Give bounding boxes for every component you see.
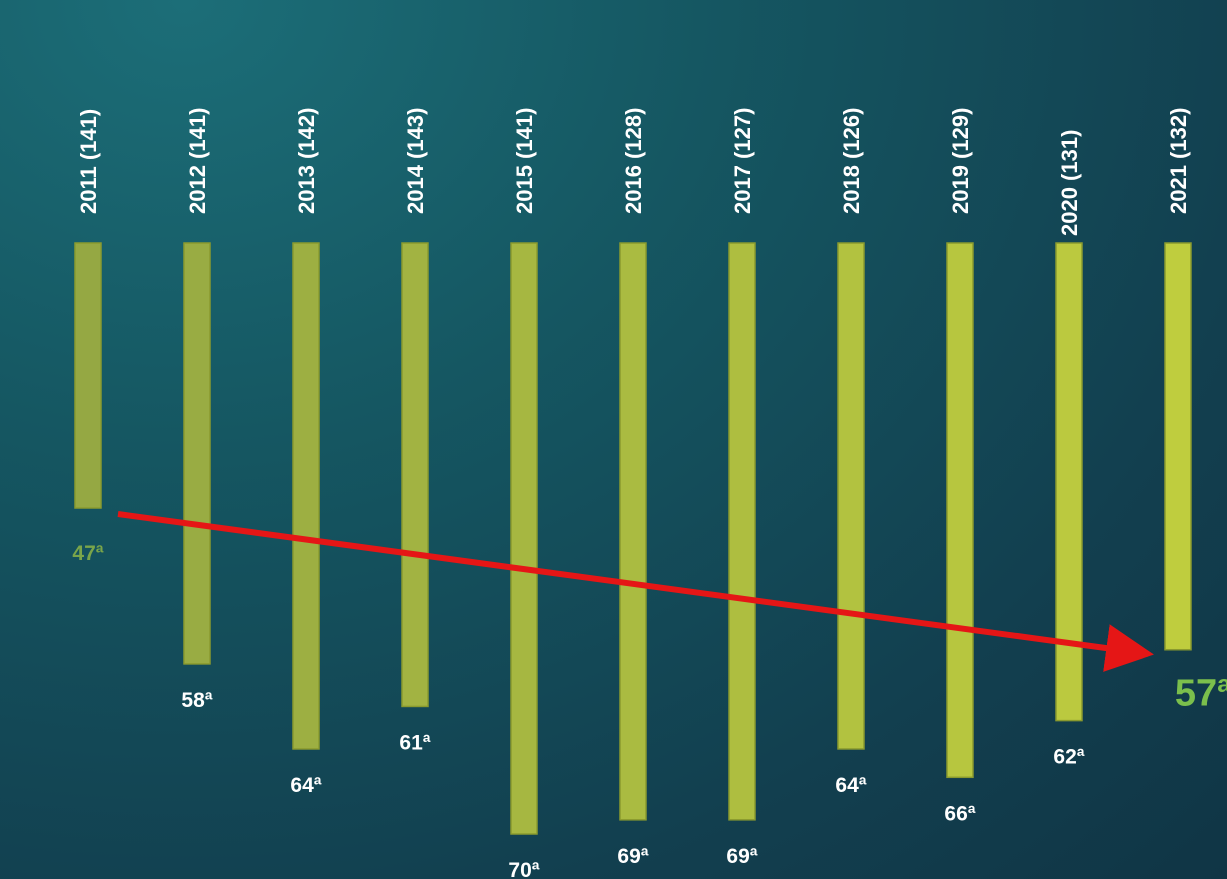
bar-2020 <box>1055 242 1083 722</box>
category-label: 2013 (142) <box>294 108 319 214</box>
value-label: 47ª <box>72 542 103 565</box>
trend-arrow <box>117 511 1154 672</box>
value-label: 62ª <box>1053 746 1084 769</box>
category-label: 2014 (143) <box>403 108 428 214</box>
category-label: 2017 (127) <box>730 108 755 214</box>
category-label: 2021 (132) <box>1166 108 1191 214</box>
bar-2018 <box>837 242 865 750</box>
bar-2016 <box>619 242 647 821</box>
bar-2013 <box>292 242 320 750</box>
bars-layer <box>74 242 1192 835</box>
value-label: 57ª <box>1175 673 1227 715</box>
value-label: 58ª <box>181 689 212 712</box>
value-label: 69ª <box>726 845 757 868</box>
value-label: 61ª <box>399 731 430 754</box>
value-label: 64ª <box>290 774 321 797</box>
value-label: 69ª <box>617 845 648 868</box>
category-label: 2020 (131) <box>1057 130 1082 236</box>
category-label: 2011 (141) <box>76 109 101 214</box>
value-label: 66ª <box>944 802 975 825</box>
value-label: 70ª <box>508 859 539 879</box>
category-label: 2016 (128) <box>621 108 646 214</box>
bar-2021 <box>1164 242 1192 651</box>
labels-layer: 2011 (141) 47ª 2012 (141) 58ª 2013 (142) 64ª 2… <box>72 108 1227 879</box>
category-label: 2018 (126) <box>839 108 864 214</box>
bar-2015 <box>510 242 538 835</box>
value-label: 64ª <box>835 774 866 797</box>
bar-2011 <box>74 242 102 509</box>
bar-2019 <box>946 242 974 779</box>
category-label: 2012 (141) <box>185 108 210 214</box>
bar-2017 <box>728 242 756 821</box>
bar-2014 <box>401 242 429 708</box>
category-label: 2015 (141) <box>512 108 537 214</box>
trend-arrow-layer <box>117 511 1154 672</box>
bar-2012 <box>183 242 211 665</box>
category-label: 2019 (129) <box>948 108 973 214</box>
